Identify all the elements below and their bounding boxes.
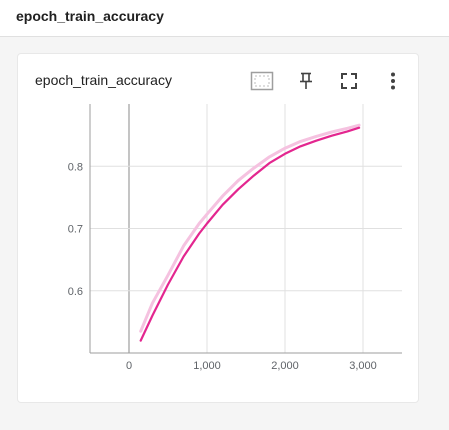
series-line-smoothed xyxy=(139,126,361,342)
y-tick-label: 0.6 xyxy=(68,286,83,298)
x-tick-label: 1,000 xyxy=(193,360,221,372)
x-tick-label: 3,000 xyxy=(349,360,377,372)
fit-domain-button[interactable] xyxy=(249,68,275,94)
pin-button[interactable] xyxy=(293,68,319,94)
x-tick-label: 0 xyxy=(126,360,132,372)
chart-card: epoch_train_accuracy xyxy=(17,53,419,403)
more-options-button[interactable] xyxy=(380,68,406,94)
series-line-raw xyxy=(139,123,361,333)
section-header: epoch_train_accuracy xyxy=(0,0,449,37)
fullscreen-button[interactable] xyxy=(336,68,362,94)
fullscreen-icon xyxy=(341,73,357,89)
more-vert-icon xyxy=(390,72,396,90)
fit-domain-icon xyxy=(250,71,274,91)
section-title: epoch_train_accuracy xyxy=(16,8,164,24)
card-title: epoch_train_accuracy xyxy=(35,72,172,88)
y-tick-label: 0.8 xyxy=(68,161,83,173)
pin-icon xyxy=(299,72,313,90)
y-tick-label: 0.7 xyxy=(68,224,83,236)
line-chart: 0 1,000 2,000 3,000 0.6 0.7 0.8 xyxy=(68,104,402,372)
x-tick-label: 2,000 xyxy=(271,360,299,372)
